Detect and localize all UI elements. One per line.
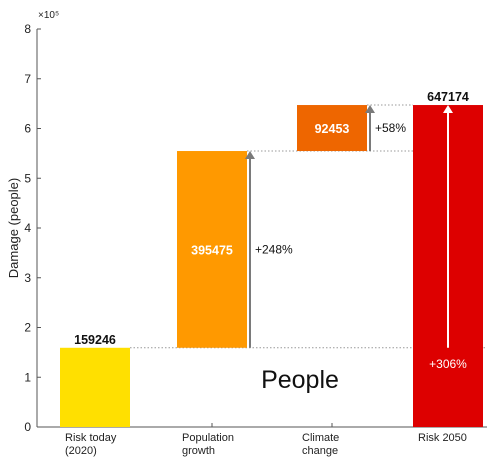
x-tick-label: Risk today (2020) <box>65 432 117 457</box>
y-tick-label: 5 <box>24 171 31 185</box>
y-tick-label: 3 <box>24 271 31 285</box>
overlay-people-text: People <box>261 366 339 394</box>
y-tick-label: 8 <box>24 22 31 36</box>
bar-value-label: 395475 <box>191 243 233 257</box>
axes: 0 1 2 3 4 5 6 7 8 ×10⁵ Damage (people) Risk today (2… <box>6 10 487 457</box>
bar-value-label: 647174 <box>427 90 469 104</box>
y-tick-label: 1 <box>24 370 31 384</box>
y-tick-label: 0 <box>24 420 31 434</box>
percent-label: +306% <box>429 357 467 371</box>
arrows <box>245 105 453 348</box>
x-tick-label: Climate change <box>302 432 339 457</box>
arrow-head <box>245 151 255 160</box>
y-axis-label: Damage (people) <box>6 178 21 278</box>
labels: 159246 395475 92453 647174 +248% +58% +306% Peo… <box>74 90 469 394</box>
percent-label: +248% <box>255 242 293 256</box>
y-tick-label: 7 <box>24 72 31 86</box>
arrow-head <box>365 105 375 114</box>
y-exponent-label: ×10⁵ <box>38 10 59 21</box>
bar-value-label: 92453 <box>315 122 350 136</box>
bars <box>60 105 483 427</box>
bar-1 <box>177 151 247 348</box>
x-tick-label: Risk 2050 <box>418 432 467 444</box>
y-tick-label: 4 <box>24 221 31 235</box>
y-tick-label: 6 <box>24 122 31 136</box>
bar-0 <box>60 347 130 427</box>
bar-value-label: 159246 <box>74 333 116 347</box>
y-tick-label: 2 <box>24 321 31 335</box>
bar-2 <box>297 105 367 152</box>
x-tick-label: Population growth <box>182 432 234 457</box>
arrow-head <box>443 105 453 114</box>
percent-label: +58% <box>375 121 406 135</box>
